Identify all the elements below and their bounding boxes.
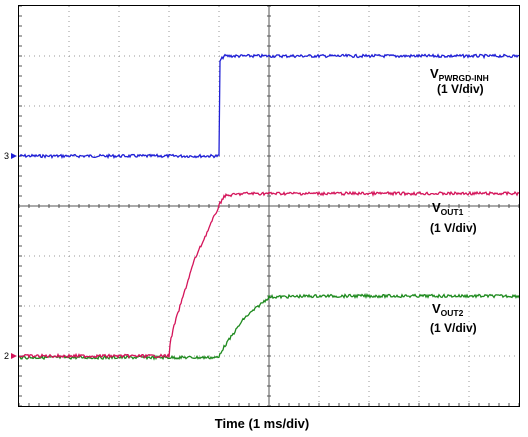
label-vpwrgd-inh: VPWRGD-INH (430, 66, 489, 83)
label-vout1-scale: (1 V/div) (430, 221, 477, 235)
plot-frame (18, 5, 520, 407)
label-vout1-sub: OUT1 (441, 207, 464, 217)
ground-marker-label: 2 (4, 351, 9, 361)
label-vout2-scale: (1 V/div) (430, 321, 477, 335)
ground-marker-arrow-icon (11, 353, 17, 359)
trace-vout2 (18, 292, 520, 361)
label-vout2-main: V (432, 301, 441, 316)
label-vpwrgd-inh-sub: PWRGD-INH (439, 73, 489, 83)
trace-vout1 (18, 190, 520, 359)
label-vout1-main: V (432, 200, 441, 215)
label-vpwrgd-inh-scale: (1 V/div) (437, 82, 484, 96)
label-vout1: VOUT1 (432, 200, 464, 217)
ground-marker-label: 3 (4, 151, 9, 161)
x-axis-label: Time (1 ms/div) (215, 416, 309, 431)
channel-markers: 32 (4, 151, 17, 361)
label-vout2-sub: OUT2 (441, 308, 464, 318)
label-vpwrgd-inh-main: V (430, 66, 439, 81)
trace-vpwrgd-inh (18, 53, 520, 160)
traces (18, 53, 520, 361)
label-vout2: VOUT2 (432, 301, 464, 318)
ground-marker-arrow-icon (11, 153, 17, 159)
